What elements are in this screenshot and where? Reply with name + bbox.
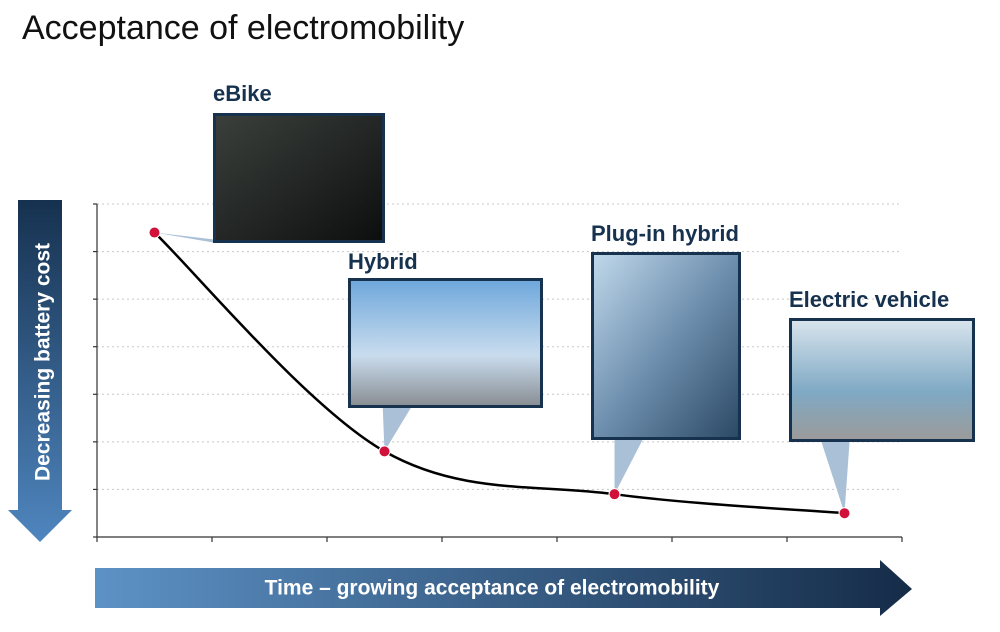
photo xyxy=(792,321,972,439)
photo xyxy=(351,281,540,405)
callout xyxy=(821,442,850,514)
data-point xyxy=(148,226,161,239)
photo xyxy=(594,255,738,437)
point-label: Hybrid xyxy=(348,249,418,274)
point-label: Plug-in hybrid xyxy=(591,221,739,246)
callout xyxy=(382,408,411,452)
y-axis-label: Decreasing battery cost xyxy=(32,243,55,481)
x-arrow xyxy=(95,560,912,616)
photo xyxy=(216,116,382,240)
data-point xyxy=(378,445,391,458)
point-label: eBike xyxy=(213,81,272,106)
data-point xyxy=(838,507,851,520)
cost-curve xyxy=(153,231,845,515)
data-point xyxy=(608,488,621,501)
callout xyxy=(614,440,643,495)
chart-title: Acceptance of electromobility xyxy=(22,9,464,47)
point-label: Electric vehicle xyxy=(789,287,949,312)
x-axis-label: Time – growing acceptance of electromobi… xyxy=(265,577,720,600)
callout xyxy=(154,232,245,243)
y-arrow xyxy=(8,200,72,542)
